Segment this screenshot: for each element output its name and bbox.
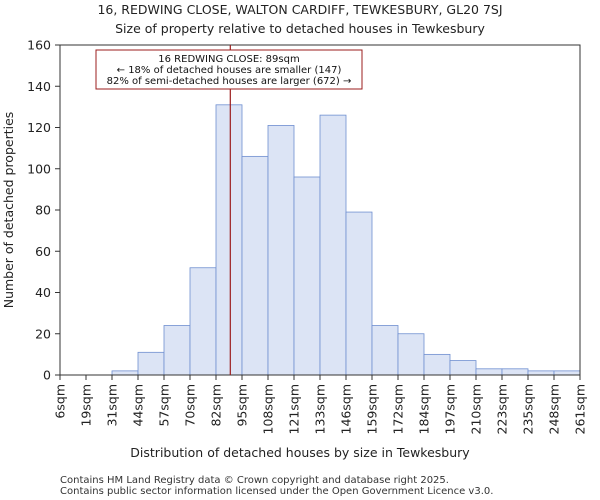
x-tick-label: 6sqm [53, 384, 68, 419]
histogram-bar [215, 104, 243, 376]
histogram-bar [371, 325, 399, 376]
bars-group [111, 104, 581, 376]
annotation-box: 16 REDWING CLOSE: 89sqm ← 18% of detache… [95, 49, 363, 90]
x-tick-label: 146sqm [339, 384, 354, 434]
x-tick-label: 248sqm [547, 384, 562, 434]
x-tick-label: 172sqm [391, 384, 406, 434]
histogram-bar [137, 351, 165, 376]
x-tick-label: 108sqm [261, 384, 276, 434]
histogram-bar [189, 267, 217, 376]
x-tick-label: 70sqm [183, 384, 198, 427]
annotation-line-property: 16 REDWING CLOSE: 89sqm [158, 54, 299, 65]
histogram-bar [111, 370, 139, 376]
histogram-bar [293, 176, 321, 376]
y-tick-label: 0 [43, 368, 51, 383]
footer-line-1: Contains HM Land Registry data © Crown c… [60, 475, 449, 486]
histogram-bar [501, 368, 529, 376]
y-tick-label: 100 [27, 161, 51, 176]
annotation-frame [95, 49, 363, 90]
histogram-bar [423, 353, 451, 376]
x-tick-label: 261sqm [573, 384, 588, 434]
histogram-bar [241, 155, 269, 376]
x-tick-label: 44sqm [131, 384, 146, 427]
x-tick-label: 19sqm [79, 384, 94, 427]
histogram-bar [553, 370, 581, 376]
y-tick-label: 20 [35, 326, 51, 341]
y-tick-label: 60 [35, 244, 51, 259]
x-tick-label: 57sqm [157, 384, 172, 427]
histogram-bar [345, 211, 373, 376]
y-tick-label: 80 [35, 203, 51, 218]
x-tick-label: 95sqm [235, 384, 250, 427]
x-tick-label: 197sqm [443, 384, 458, 434]
x-tick-label: 235sqm [521, 384, 536, 434]
histogram-bar [475, 368, 503, 376]
chart-subtitle: Size of property relative to detached ho… [115, 21, 485, 36]
y-tick-label: 40 [35, 285, 51, 300]
x-tick-label: 210sqm [469, 384, 484, 434]
x-axis-ticks: 6sqm 19sqm 31sqm 44sqm 57sqm 70sqm 82sqm 95sqm 1… [53, 375, 588, 434]
y-axis-label: Number of detached properties [1, 112, 16, 309]
plot-frame [59, 44, 581, 376]
annotation-line-larger: 82% of semi-detached houses are larger (… [107, 76, 352, 87]
y-tick-label: 120 [27, 120, 51, 135]
y-tick-label: 160 [27, 38, 51, 53]
histogram-bar [319, 114, 347, 376]
x-tick-label: 223sqm [495, 384, 510, 434]
x-tick-label: 184sqm [417, 384, 432, 434]
y-axis-ticks: 0 20 40 60 80 100 120 140 160 [27, 38, 60, 383]
x-tick-label: 121sqm [287, 384, 302, 434]
histogram-bar [397, 333, 425, 376]
x-tick-label: 82sqm [209, 384, 224, 427]
x-tick-label: 31sqm [105, 384, 120, 427]
x-tick-label: 159sqm [365, 384, 380, 434]
x-tick-label: 133sqm [313, 384, 328, 434]
histogram-bar [527, 370, 555, 376]
y-tick-label: 140 [27, 79, 51, 94]
chart-title: 16, REDWING CLOSE, WALTON CARDIFF, TEWKE… [97, 2, 502, 17]
annotation-line-smaller: ← 18% of detached houses are smaller (14… [117, 65, 342, 76]
histogram-bar [267, 125, 295, 376]
footer-line-2: Contains public sector information licen… [60, 486, 493, 497]
x-axis-label: Distribution of detached houses by size … [130, 445, 470, 460]
histogram-bar [163, 325, 191, 376]
histogram-bar [449, 360, 477, 376]
